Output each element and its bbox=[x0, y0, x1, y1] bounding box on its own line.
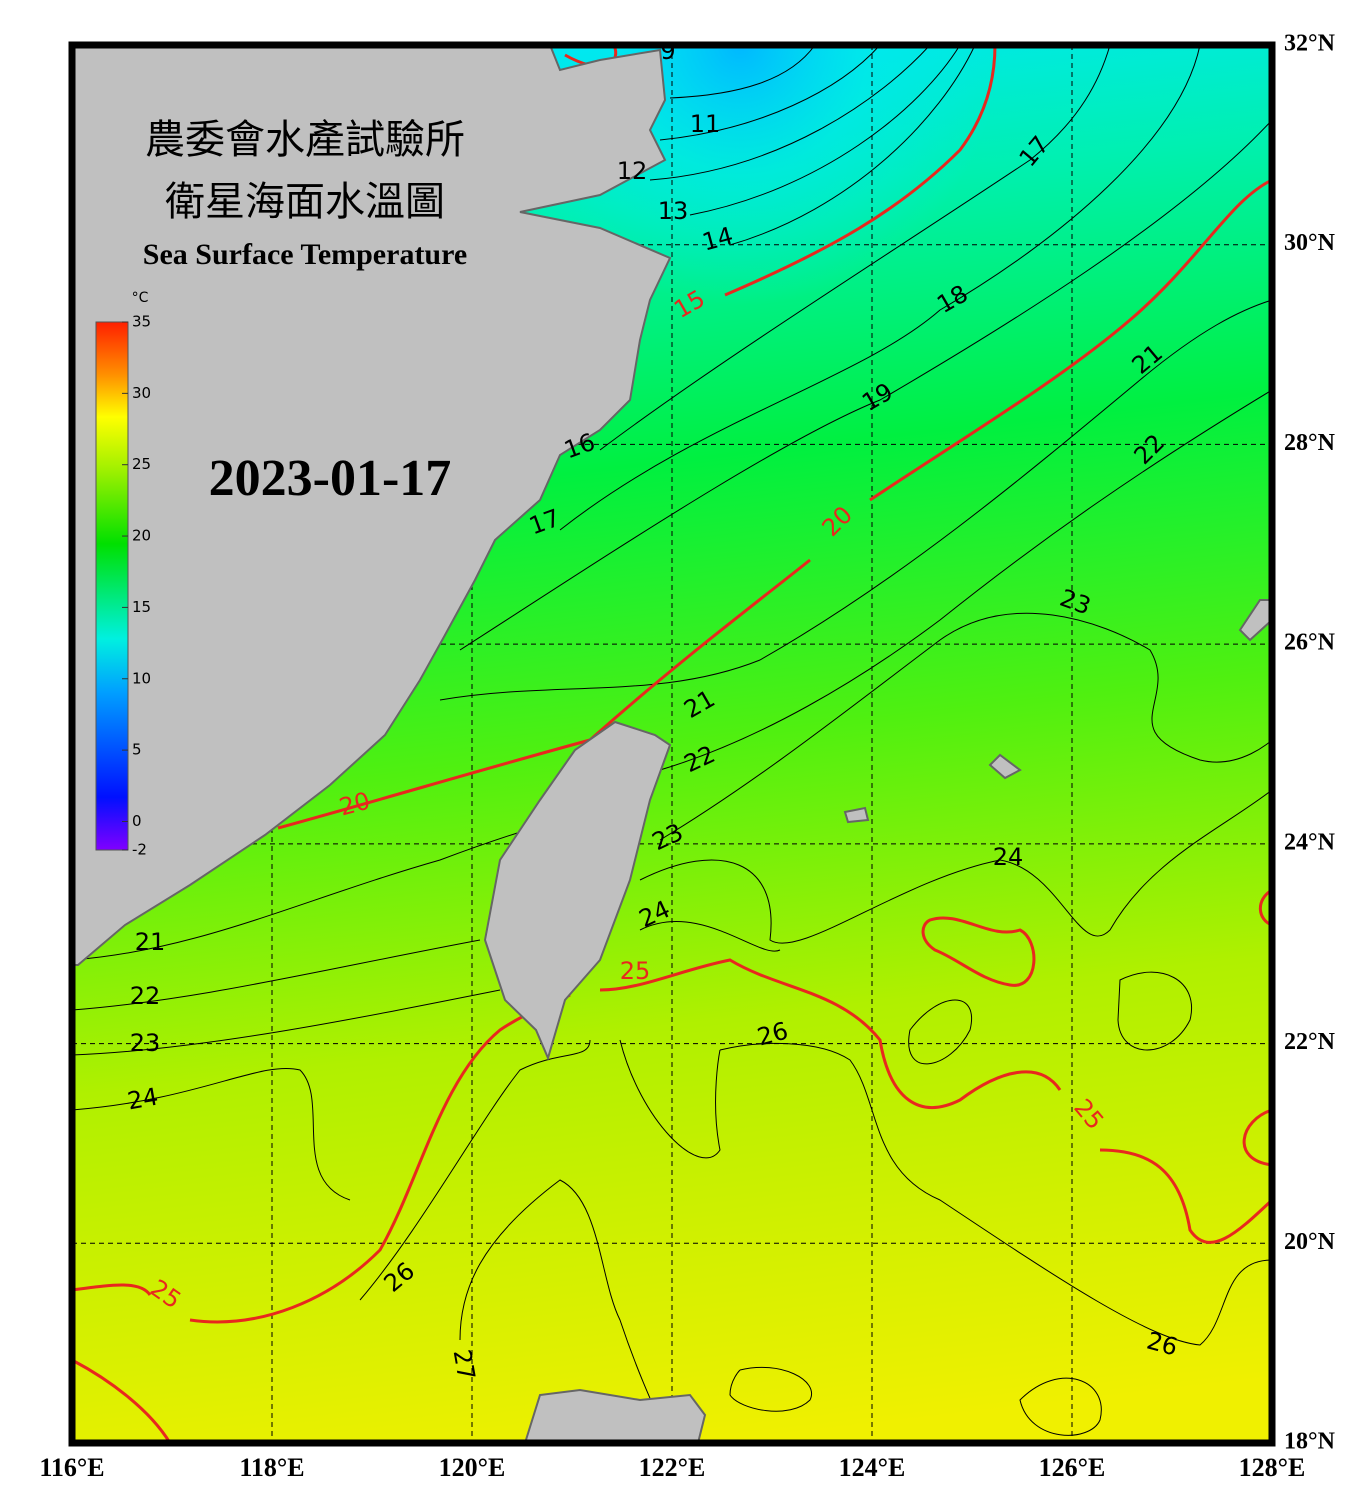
lat-tick-label: 24°N bbox=[1284, 829, 1336, 855]
contour-label: 22 bbox=[130, 982, 161, 1010]
isotherm bbox=[729, 45, 976, 246]
lat-tick-label: 28°N bbox=[1284, 430, 1336, 456]
isotherm-red bbox=[921, 916, 1036, 987]
land bbox=[72, 45, 1272, 1443]
lon-tick-label: 116°E bbox=[39, 1453, 104, 1482]
isotherm bbox=[639, 921, 781, 952]
isotherm bbox=[459, 1179, 671, 1443]
date: 2023-01-17 bbox=[209, 450, 452, 507]
title-line2: 衛星海面水溫圖 bbox=[165, 179, 445, 225]
isotherm bbox=[459, 119, 1272, 651]
colorbar-tick-label: 0 bbox=[132, 812, 142, 830]
contour-label: 13 bbox=[658, 197, 689, 225]
contour-label: 25 bbox=[620, 957, 651, 985]
contour-label: 24 bbox=[993, 843, 1024, 871]
isotherm bbox=[639, 789, 1272, 944]
contour-label: 21 bbox=[135, 928, 166, 956]
colorbar-tick-label: 5 bbox=[132, 741, 142, 759]
contour-labels: 9 11 12 13 14 15 16 17 17 18 19 20 20 21… bbox=[125, 37, 1180, 1382]
island bbox=[988, 753, 1022, 780]
isotherm bbox=[1019, 1377, 1102, 1436]
lat-tick-label: 30°N bbox=[1284, 230, 1336, 256]
isotherm-red bbox=[72, 1358, 172, 1443]
island bbox=[1238, 599, 1272, 642]
isotherm bbox=[649, 45, 931, 181]
colorbar bbox=[95, 321, 129, 851]
lon-tick-label: 124°E bbox=[839, 1453, 906, 1482]
luzon bbox=[523, 1388, 707, 1443]
isotherm bbox=[659, 612, 1272, 841]
lat-tick-label: 22°N bbox=[1284, 1029, 1336, 1055]
axes: 116°E 118°E 120°E 122°E 124°E 126°E 128°E18°N 2… bbox=[39, 31, 1335, 1482]
contour-label: 12 bbox=[617, 157, 648, 185]
isotherm bbox=[72, 1067, 351, 1201]
lon-tick-label: 122°E bbox=[639, 1453, 706, 1482]
colorbar-tick-label: 30 bbox=[132, 384, 151, 402]
isotherm bbox=[619, 1039, 721, 1159]
isotherm bbox=[659, 45, 881, 141]
map-area: 9 11 12 13 14 15 16 17 17 18 19 20 20 21… bbox=[72, 37, 1272, 1443]
isotherm-red bbox=[1242, 1108, 1272, 1167]
isotherm bbox=[1117, 971, 1192, 1051]
lon-tick-label: 120°E bbox=[439, 1453, 506, 1482]
contour-label: 11 bbox=[690, 110, 721, 138]
isotherm bbox=[689, 45, 961, 216]
contour-label: 23 bbox=[130, 1029, 161, 1057]
title-english: Sea Surface Temperature bbox=[143, 238, 467, 271]
mainland-china bbox=[72, 45, 672, 966]
contour-label: 24 bbox=[125, 1083, 160, 1116]
isotherm bbox=[908, 999, 972, 1065]
colorbar-tick-label: 15 bbox=[132, 598, 151, 616]
colorbar-tick-label: 35 bbox=[132, 313, 151, 331]
map-frame bbox=[68, 41, 1276, 1447]
isotherm bbox=[599, 45, 1111, 451]
lat-tick-label: 18°N bbox=[1284, 1429, 1336, 1455]
isotherms bbox=[72, 45, 1272, 1443]
colorbar-ticks: -2 0 5 10 15 20 25 30 35 bbox=[122, 313, 151, 859]
isotherm bbox=[669, 45, 816, 99]
colorbar-tick-label: 20 bbox=[132, 527, 151, 545]
title-line1: 農委會水產試驗所 bbox=[145, 117, 465, 163]
isotherm bbox=[719, 1042, 1272, 1346]
legend-block: 農委會水產試驗所 衛星海面水溫圖 Sea Surface Temperature… bbox=[95, 117, 467, 859]
isotherm bbox=[72, 939, 481, 1011]
colorbar-tick-label: -2 bbox=[132, 841, 147, 859]
isotherm bbox=[72, 989, 501, 1056]
colorbar-tick-label: 25 bbox=[132, 455, 151, 473]
lon-tick-label: 128°E bbox=[1239, 1453, 1306, 1482]
lon-tick-label: 126°E bbox=[1039, 1453, 1106, 1482]
colorbar-unit: °C bbox=[132, 290, 149, 306]
isotherm bbox=[659, 389, 1272, 771]
island bbox=[843, 806, 870, 824]
isotherm-red bbox=[724, 45, 997, 297]
colorbar-tick-label: 10 bbox=[132, 669, 151, 687]
isotherm bbox=[439, 299, 1272, 701]
taiwan bbox=[483, 720, 672, 1061]
lat-tick-label: 32°N bbox=[1284, 31, 1336, 57]
contour-label: 27 bbox=[448, 1347, 481, 1382]
isotherm bbox=[359, 1039, 591, 1301]
contour-label: 9 bbox=[660, 37, 675, 65]
lat-tick-label: 20°N bbox=[1284, 1229, 1336, 1255]
lon-tick-label: 118°E bbox=[239, 1453, 304, 1482]
isotherm bbox=[559, 45, 1201, 531]
isotherm bbox=[729, 1366, 813, 1412]
lat-tick-label: 26°N bbox=[1284, 630, 1336, 656]
isotherm-red bbox=[72, 958, 1272, 1324]
